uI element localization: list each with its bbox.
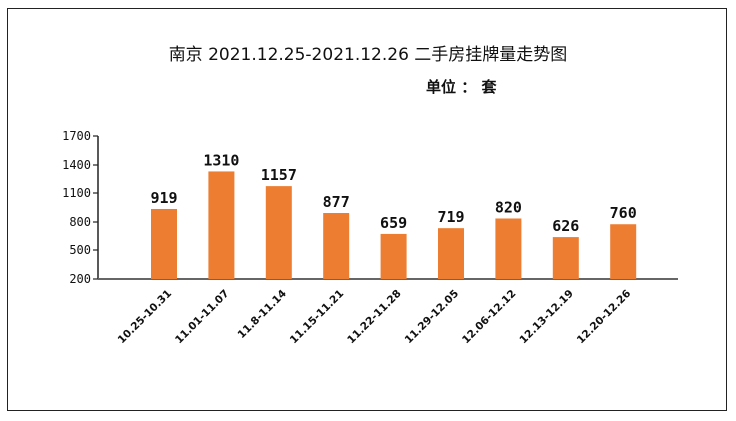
bar (265, 186, 292, 279)
data-label: 659 (380, 214, 407, 232)
bar (552, 237, 579, 279)
bar (208, 171, 235, 279)
data-label: 877 (323, 193, 350, 211)
data-label: 760 (610, 204, 637, 222)
data-label: 820 (495, 198, 522, 216)
x-tick-label: 11.8-11.14 (236, 288, 289, 341)
data-label: 1157 (261, 166, 297, 184)
bar (495, 218, 522, 279)
data-label: 626 (552, 217, 579, 235)
bar (380, 233, 407, 279)
data-labels: 919 1310 1157 877 659 719 820 626 760 (150, 151, 636, 235)
y-tick-label: 800 (69, 215, 91, 229)
bar (610, 224, 637, 279)
y-tick-label: 1100 (62, 186, 91, 200)
bar (151, 208, 177, 279)
x-tick-label: 11.22-11.28 (345, 288, 404, 347)
bar (323, 213, 350, 279)
unit-label: 单位 ： 套 (426, 78, 497, 96)
x-tick-label: 12.06-12.12 (460, 288, 519, 347)
x-tick-label: 11.29-12.05 (403, 288, 462, 347)
x-tick-label: 12.20-12.26 (575, 288, 634, 347)
bars (151, 171, 637, 279)
data-label: 719 (437, 208, 464, 226)
x-tick-label: 10.25-10.31 (116, 288, 175, 347)
data-label: 919 (150, 189, 177, 207)
chart-frame (7, 8, 727, 411)
y-axis: 1700 1400 1100 800 500 200 (62, 129, 678, 286)
data-label: 1310 (203, 151, 239, 169)
y-tick-label: 200 (69, 272, 91, 286)
bar (438, 228, 464, 279)
y-tick-label: 1400 (62, 158, 91, 172)
y-tick-label: 1700 (62, 129, 91, 143)
x-tick-label: 12.13-12.19 (517, 288, 576, 347)
x-tick-label: 11.15-11.21 (288, 288, 347, 347)
x-tick-label: 11.01-11.07 (173, 288, 232, 347)
chart-title: 南京 2021.12.25-2021.12.26 二手房挂牌量走势图 (168, 45, 568, 65)
y-tick-label: 500 (69, 243, 91, 257)
